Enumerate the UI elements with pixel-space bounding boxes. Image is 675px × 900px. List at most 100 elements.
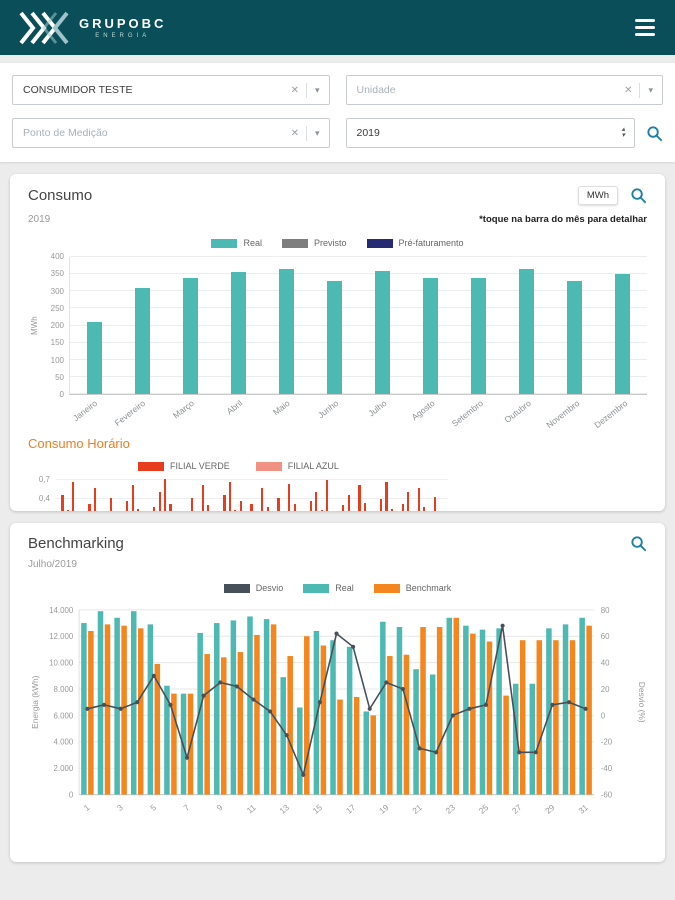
consumo-bar-abril[interactable]	[230, 272, 246, 394]
bench-bar-real-15[interactable]	[313, 630, 320, 795]
horario-bar[interactable]	[201, 485, 204, 511]
bench-desvio-point-26[interactable]	[500, 623, 505, 628]
bench-desvio-point-20[interactable]	[400, 686, 406, 692]
bench-bar-real-31[interactable]	[579, 617, 585, 795]
bench-bar-real-30[interactable]	[562, 624, 569, 795]
bench-bar-benchmark-27[interactable]	[519, 640, 526, 795]
chevron-down-icon[interactable]: ▾	[314, 127, 320, 138]
bench-bar-benchmark-21[interactable]	[420, 627, 426, 795]
spinner-down-icon[interactable]: ▾	[621, 132, 625, 139]
bench-bar-real-13[interactable]	[280, 677, 286, 795]
clear-icon[interactable]: ✕	[290, 127, 299, 139]
bench-bar-benchmark-3[interactable]	[121, 625, 127, 795]
bench-desvio-point-31[interactable]	[583, 706, 588, 711]
horario-bar[interactable]	[250, 504, 253, 511]
horario-bar[interactable]	[363, 502, 366, 511]
bench-desvio-point-1[interactable]	[85, 706, 90, 711]
consumo-bar-fevereiro[interactable]	[134, 287, 150, 394]
bench-bar-real-22[interactable]	[429, 674, 436, 795]
horario-bar[interactable]	[347, 494, 350, 511]
bench-bar-benchmark-9[interactable]	[221, 657, 227, 795]
horario-bar[interactable]	[342, 505, 345, 511]
bench-bar-real-29[interactable]	[546, 628, 552, 795]
menu-hamburger-icon[interactable]	[633, 13, 657, 42]
bench-desvio-point-10[interactable]	[234, 684, 239, 689]
horario-bar[interactable]	[239, 501, 242, 511]
spinner-up-icon[interactable]: ▴	[621, 126, 625, 133]
bench-desvio-point-25[interactable]	[483, 702, 489, 707]
bench-bar-benchmark-11[interactable]	[254, 634, 260, 795]
horario-bar[interactable]	[385, 482, 388, 511]
bench-bar-benchmark-23[interactable]	[453, 617, 460, 795]
bench-bar-real-19[interactable]	[380, 621, 386, 795]
bench-bar-real-16[interactable]	[330, 640, 336, 795]
clear-icon[interactable]: ✕	[290, 84, 299, 96]
bench-desvio-point-7[interactable]	[184, 755, 190, 760]
bench-bar-real-25[interactable]	[479, 629, 486, 795]
horario-bar[interactable]	[228, 482, 231, 511]
horario-bar[interactable]	[191, 497, 194, 511]
bench-bar-real-27[interactable]	[512, 683, 519, 795]
bench-bar-benchmark-31[interactable]	[586, 625, 592, 795]
bench-bar-benchmark-6[interactable]	[171, 693, 177, 795]
bench-desvio-point-9[interactable]	[218, 680, 223, 685]
bench-bar-benchmark-14[interactable]	[304, 636, 310, 795]
horario-bar[interactable]	[234, 510, 237, 511]
bench-desvio-point-29[interactable]	[550, 702, 555, 707]
bench-bar-real-28[interactable]	[529, 683, 536, 795]
bench-bar-benchmark-18[interactable]	[370, 715, 376, 795]
horario-bar[interactable]	[315, 491, 318, 511]
consumo-bar-maio[interactable]	[278, 269, 294, 394]
bench-desvio-point-27[interactable]	[517, 750, 522, 755]
horario-bar[interactable]	[326, 480, 329, 511]
horario-bar[interactable]	[401, 504, 404, 511]
bench-desvio-point-5[interactable]	[151, 673, 156, 678]
bench-bar-real-9[interactable]	[214, 623, 220, 795]
bench-bar-real-2[interactable]	[97, 611, 104, 795]
horario-bar[interactable]	[434, 496, 437, 511]
bench-bar-real-21[interactable]	[413, 669, 419, 795]
bench-bar-real-18[interactable]	[363, 711, 369, 795]
bench-bar-benchmark-22[interactable]	[436, 627, 443, 795]
bench-desvio-point-28[interactable]	[533, 750, 538, 755]
unit-select[interactable]: Unidade ✕ ▾	[345, 75, 663, 105]
bench-bar-benchmark-17[interactable]	[353, 696, 360, 795]
horario-bar[interactable]	[137, 509, 140, 511]
bench-bar-benchmark-19[interactable]	[387, 656, 393, 795]
horario-bar[interactable]	[223, 494, 226, 511]
bench-bar-real-3[interactable]	[114, 617, 120, 795]
bench-bar-benchmark-24[interactable]	[470, 633, 476, 795]
measuring-point-select[interactable]: Ponto de Medição ✕ ▾	[12, 118, 330, 148]
horario-bar[interactable]	[61, 494, 64, 511]
horario-bar[interactable]	[423, 507, 426, 511]
consumo-bar-setembro[interactable]	[471, 277, 487, 394]
horario-bar[interactable]	[358, 485, 361, 511]
bench-bar-benchmark-12[interactable]	[270, 624, 277, 795]
consumo-zoom-magnifier-icon[interactable]	[630, 187, 647, 204]
bench-desvio-point-2[interactable]	[101, 702, 107, 707]
horario-bar[interactable]	[417, 488, 420, 511]
bench-bar-real-10[interactable]	[230, 620, 237, 795]
search-magnifier-icon[interactable]	[646, 125, 663, 142]
horario-bar[interactable]	[320, 510, 323, 511]
clear-icon[interactable]: ✕	[624, 84, 633, 96]
bench-desvio-point-11[interactable]	[251, 697, 256, 702]
bench-desvio-point-24[interactable]	[467, 706, 472, 711]
bench-bar-benchmark-26[interactable]	[503, 695, 509, 795]
bench-bar-benchmark-13[interactable]	[287, 656, 293, 795]
consumo-bar-outubro[interactable]	[519, 269, 535, 394]
bench-desvio-point-13[interactable]	[284, 733, 289, 738]
horario-bar[interactable]	[66, 510, 69, 511]
bench-desvio-point-6[interactable]	[168, 702, 173, 707]
bench-bar-real-5[interactable]	[147, 624, 154, 795]
bench-bar-real-17[interactable]	[346, 646, 353, 795]
bench-bar-real-11[interactable]	[247, 616, 253, 795]
bench-bar-real-1[interactable]	[81, 623, 87, 795]
benchmarking-zoom-magnifier-icon[interactable]	[630, 535, 647, 552]
bench-desvio-point-30[interactable]	[566, 700, 572, 705]
horario-bar[interactable]	[158, 491, 161, 511]
bench-bar-benchmark-28[interactable]	[536, 640, 543, 795]
bench-desvio-point-23[interactable]	[450, 713, 455, 718]
horario-bar[interactable]	[407, 491, 410, 511]
horario-bar[interactable]	[126, 501, 129, 511]
